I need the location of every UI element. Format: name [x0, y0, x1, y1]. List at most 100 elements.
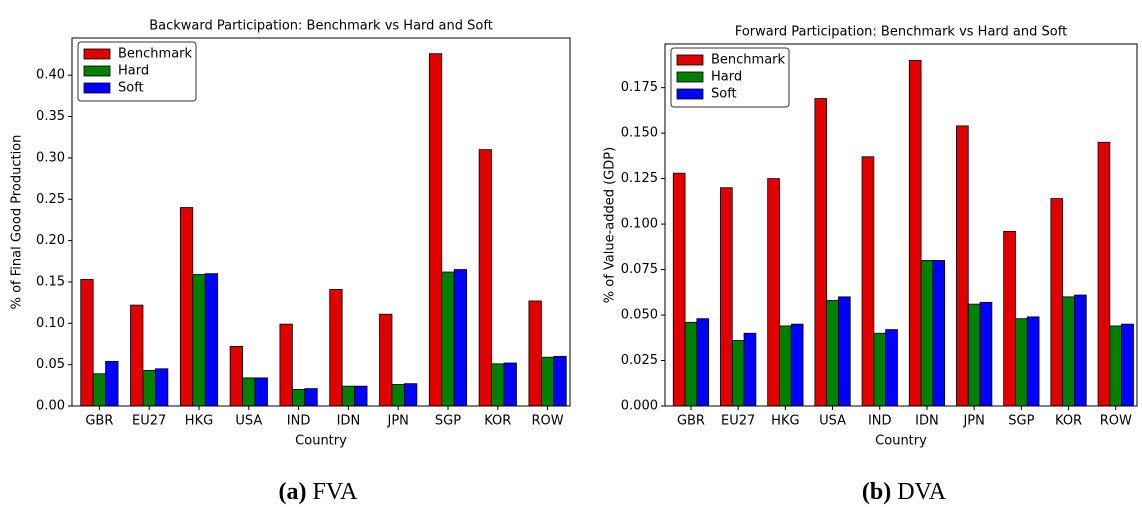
bar — [1015, 318, 1028, 407]
legend-swatch — [676, 54, 704, 66]
x-tick-label: GBR — [85, 414, 113, 429]
bar — [1109, 325, 1123, 407]
y-axis-label: % of Final Good Production — [10, 135, 25, 310]
y-tick-label: 0.125 — [621, 171, 658, 186]
bar — [491, 363, 505, 407]
bar — [291, 389, 306, 407]
x-axis-label: Country — [295, 434, 347, 449]
legend-swatch — [676, 88, 704, 100]
y-tick-label: 0.075 — [621, 262, 658, 277]
bar — [254, 377, 268, 407]
x-tick-label: IDN — [337, 414, 361, 429]
x-tick-label: SGP — [1008, 414, 1034, 429]
bar — [932, 260, 946, 407]
y-tick-label: 0.050 — [621, 308, 658, 323]
bar — [428, 53, 443, 407]
bar — [684, 321, 698, 407]
x-tick-label: USA — [235, 414, 262, 429]
bar — [720, 187, 733, 407]
y-tick-label: 0.30 — [36, 150, 65, 165]
bar — [1062, 296, 1075, 407]
y-tick-label: 0.100 — [621, 217, 658, 232]
chart-title: Forward Participation: Benchmark vs Hard… — [735, 25, 1067, 40]
bar — [379, 313, 393, 407]
y-tick-label: 0.40 — [36, 68, 65, 83]
y-tick-label: 0.000 — [621, 399, 658, 414]
bar — [743, 332, 757, 407]
y-tick-label: 0.35 — [36, 109, 65, 124]
y-tick-label: 0.175 — [621, 80, 658, 95]
bar — [956, 125, 969, 407]
caption: (a) FVA — [279, 479, 359, 505]
bar — [1003, 230, 1016, 407]
bar — [242, 377, 256, 407]
bar — [441, 271, 455, 407]
bar — [354, 385, 368, 407]
bar — [920, 260, 934, 407]
legend-label: Hard — [118, 64, 149, 79]
legend-label: Soft — [711, 87, 737, 102]
y-tick-label: 0.00 — [36, 399, 65, 414]
bar — [453, 269, 468, 407]
legend-label: Benchmark — [118, 47, 193, 62]
x-tick-label: ROW — [1100, 414, 1132, 429]
y-tick-label: 0.25 — [36, 192, 65, 207]
bar — [553, 355, 567, 407]
bar — [908, 59, 922, 407]
bar — [92, 373, 107, 407]
x-tick-label: IND — [287, 414, 311, 429]
bar — [838, 296, 851, 407]
plot-frame — [664, 43, 1138, 407]
bar — [279, 323, 293, 407]
legend-swatch — [83, 82, 111, 94]
legend-swatch — [83, 65, 111, 77]
bar — [229, 346, 243, 407]
bar — [885, 329, 898, 407]
x-tick-label: IDN — [915, 414, 939, 429]
legend-swatch — [676, 71, 704, 83]
x-tick-label: JPN — [386, 414, 408, 429]
bar — [391, 384, 405, 407]
y-tick-label: 0.20 — [36, 233, 65, 248]
y-tick-label: 0.05 — [36, 357, 65, 372]
bar — [80, 279, 94, 407]
bar — [767, 178, 780, 407]
caption-text: DVA — [897, 479, 947, 505]
bar — [105, 360, 119, 407]
bar — [341, 385, 356, 407]
bar — [967, 303, 981, 407]
bar — [814, 98, 828, 407]
bar — [130, 304, 144, 407]
y-tick-label: 0.150 — [621, 126, 658, 141]
caption: (b) DVA — [862, 479, 947, 505]
legend-swatch — [83, 48, 111, 60]
bar — [979, 301, 993, 407]
bar — [204, 273, 219, 407]
bar — [478, 149, 492, 407]
bar — [1121, 323, 1134, 407]
bar — [873, 332, 887, 407]
caption-text: FVA — [313, 479, 359, 505]
x-tick-label: KOR — [484, 414, 511, 429]
x-tick-label: USA — [819, 414, 846, 429]
y-axis-label: % of Value-added (GDP) — [603, 147, 618, 303]
bar — [790, 323, 804, 407]
x-tick-label: GBR — [677, 414, 705, 429]
legend-label: Benchmark — [711, 53, 786, 68]
x-tick-label: HKG — [771, 414, 799, 429]
bar — [1026, 316, 1040, 407]
bar — [1074, 294, 1087, 407]
x-tick-label: HKG — [185, 414, 213, 429]
chart-title: Backward Participation: Benchmark vs Har… — [149, 19, 493, 34]
bar — [672, 172, 686, 407]
bar — [503, 362, 517, 407]
caption-label: (b) — [862, 479, 891, 505]
x-tick-label: KOR — [1055, 414, 1082, 429]
x-tick-label: EU27 — [721, 414, 755, 429]
bar — [329, 288, 343, 407]
x-axis-label: Country — [875, 434, 927, 449]
bar — [142, 370, 156, 407]
bar — [192, 274, 206, 407]
bar — [731, 340, 745, 407]
